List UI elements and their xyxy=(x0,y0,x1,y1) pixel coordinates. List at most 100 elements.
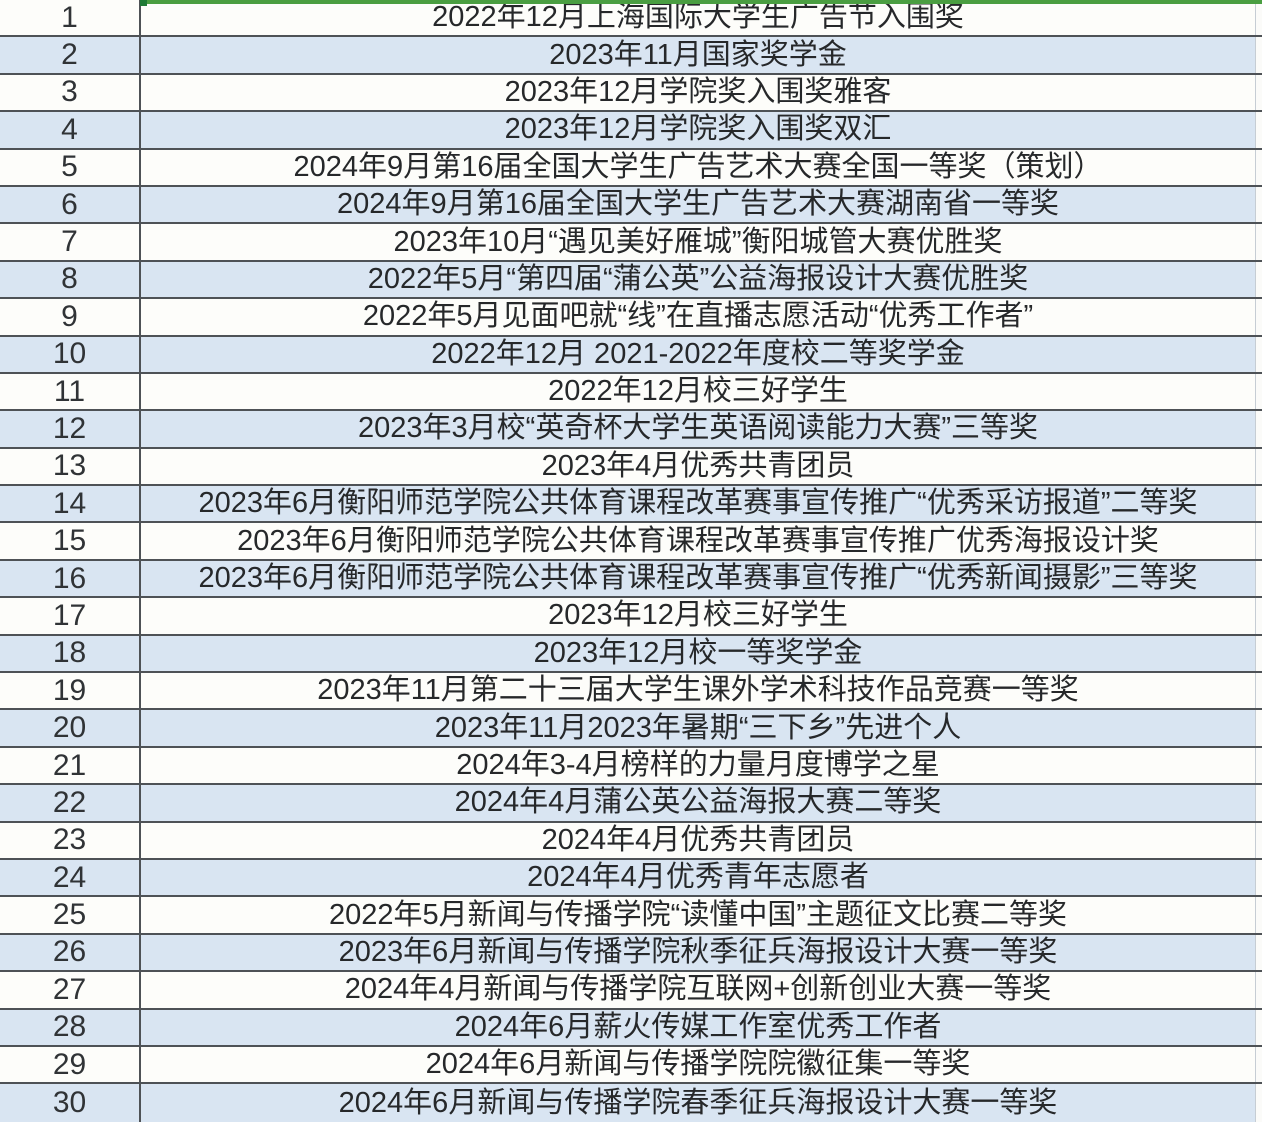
adjacent-column-edge[interactable] xyxy=(1255,299,1262,335)
adjacent-column-edge[interactable] xyxy=(1255,859,1262,896)
award-cell[interactable]: 2024年9月第16届全国大学生广告艺术大赛湖南省一等奖 xyxy=(337,188,1059,221)
row-number-cell[interactable]: 20 xyxy=(0,710,141,746)
table-row: 6 2024年9月第16届全国大学生广告艺术大赛湖南省一等奖 xyxy=(0,186,1262,225)
row-number-cell[interactable]: 8 xyxy=(0,261,141,298)
adjacent-column-edge[interactable] xyxy=(1255,635,1262,672)
adjacent-column-edge[interactable] xyxy=(1255,186,1262,223)
award-cell[interactable]: 2023年3月校“英奇杯大学生英语阅读能力大赛”三等奖 xyxy=(358,412,1038,445)
table-row: 12 2023年3月校“英奇杯大学生英语阅读能力大赛”三等奖 xyxy=(0,411,1262,449)
adjacent-column-edge[interactable] xyxy=(1255,598,1262,634)
row-number-cell[interactable]: 7 xyxy=(0,224,141,260)
row-number-cell[interactable]: 14 xyxy=(0,486,141,522)
adjacent-column-edge[interactable] xyxy=(1255,37,1262,73)
adjacent-column-edge[interactable] xyxy=(1255,523,1262,559)
adjacent-column-edge[interactable] xyxy=(1255,934,1262,971)
award-cell[interactable]: 2023年12月学院奖入围奖双汇 xyxy=(504,113,892,146)
row-number-cell[interactable]: 11 xyxy=(0,373,141,410)
award-cell[interactable]: 2024年6月新闻与传播学院春季征兵海报设计大赛一等奖 xyxy=(338,1086,1058,1119)
row-number-cell[interactable]: 23 xyxy=(0,822,141,858)
table-row: 13 2023年4月优秀共青团员 xyxy=(0,448,1262,487)
adjacent-column-edge[interactable] xyxy=(1255,1046,1262,1083)
award-cell[interactable]: 2023年10月“遇见美好雁城”衡阳城管大赛优胜奖 xyxy=(393,225,1003,258)
award-cell[interactable]: 2022年12月校三好学生 xyxy=(548,375,848,408)
award-cell[interactable]: 2023年6月新闻与传播学院秋季征兵海报设计大赛一等奖 xyxy=(338,935,1058,968)
row-number-cell[interactable]: 29 xyxy=(0,1046,141,1083)
row-number-cell[interactable]: 17 xyxy=(0,598,141,634)
adjacent-column-edge[interactable] xyxy=(1255,710,1262,746)
award-cell[interactable]: 2024年6月新闻与传播学院院徽征集一等奖 xyxy=(425,1048,971,1081)
award-cell[interactable]: 2022年12月 2021-2022年度校二等奖学金 xyxy=(431,337,965,370)
adjacent-column-edge[interactable] xyxy=(1255,747,1262,784)
adjacent-column-edge[interactable] xyxy=(1255,448,1262,485)
award-cell[interactable]: 2023年11月国家奖学金 xyxy=(549,38,847,71)
award-cell[interactable]: 2023年11月第二十三届大学生课外学术科技作品竞赛一等奖 xyxy=(317,674,1079,707)
row-number-cell[interactable]: 12 xyxy=(0,411,141,447)
row-number-cell[interactable]: 26 xyxy=(0,934,141,971)
adjacent-column-edge[interactable] xyxy=(1255,261,1262,298)
award-cell[interactable]: 2022年5月见面吧就“线”在直播志愿活动“优秀工作者” xyxy=(362,300,1034,333)
adjacent-column-edge[interactable] xyxy=(1255,822,1262,858)
row-number-cell[interactable]: 4 xyxy=(0,112,141,148)
adjacent-column-edge[interactable] xyxy=(1255,972,1262,1008)
row-number-cell[interactable]: 10 xyxy=(0,336,141,372)
award-cell[interactable]: 2024年4月蒲公英公益海报大赛二等奖 xyxy=(454,786,942,819)
adjacent-column-edge[interactable] xyxy=(1255,373,1262,410)
adjacent-column-edge[interactable] xyxy=(1255,560,1262,597)
row-number-cell[interactable]: 5 xyxy=(0,149,141,185)
award-cell[interactable]: 2023年12月校三好学生 xyxy=(548,599,848,632)
row-number-cell[interactable]: 30 xyxy=(0,1084,141,1122)
award-cell[interactable]: 2023年12月校一等奖学金 xyxy=(533,636,863,669)
award-cell[interactable]: 2023年6月衡阳师范学院公共体育课程改革赛事宣传推广“优秀采访报道”二等奖 xyxy=(198,487,1198,520)
adjacent-column-edge[interactable] xyxy=(1255,673,1262,709)
award-cell[interactable]: 2024年4月新闻与传播学院互联网+创新创业大赛一等奖 xyxy=(344,973,1052,1006)
adjacent-column-edge[interactable] xyxy=(1255,486,1262,522)
row-number-cell[interactable]: 1 xyxy=(0,0,141,36)
award-cell[interactable]: 2024年4月优秀青年志愿者 xyxy=(527,861,869,894)
adjacent-column-edge[interactable] xyxy=(1255,411,1262,447)
award-cell[interactable]: 2023年6月衡阳师范学院公共体育课程改革赛事宣传推广“优秀新闻摄影”三等奖 xyxy=(198,562,1198,595)
row-number-cell[interactable]: 13 xyxy=(0,448,141,485)
row-number-cell[interactable]: 28 xyxy=(0,1009,141,1045)
award-cell[interactable]: 2024年6月薪火传媒工作室优秀工作者 xyxy=(454,1010,942,1043)
adjacent-column-edge[interactable] xyxy=(1255,112,1262,148)
adjacent-column-edge[interactable] xyxy=(1255,0,1262,36)
row-number-cell[interactable]: 27 xyxy=(0,972,141,1008)
row-number-cell[interactable]: 25 xyxy=(0,897,141,933)
table-row: 27 2024年4月新闻与传播学院互联网+创新创业大赛一等奖 xyxy=(0,972,1262,1010)
row-number-cell[interactable]: 6 xyxy=(0,186,141,223)
award-cell[interactable]: 2023年6月衡阳师范学院公共体育课程改革赛事宣传推广优秀海报设计奖 xyxy=(237,524,1159,557)
row-number-cell[interactable]: 15 xyxy=(0,523,141,559)
adjacent-column-edge[interactable] xyxy=(1255,224,1262,260)
row-number-cell[interactable]: 9 xyxy=(0,299,141,335)
row-number-cell[interactable]: 2 xyxy=(0,37,141,73)
row-number-cell[interactable]: 24 xyxy=(0,859,141,896)
table-row: 3 2023年12月学院奖入围奖雅客 xyxy=(0,74,1262,113)
adjacent-column-edge[interactable] xyxy=(1255,336,1262,372)
row-number-cell[interactable]: 3 xyxy=(0,74,141,111)
adjacent-column-edge[interactable] xyxy=(1255,149,1262,185)
row-number-cell[interactable]: 22 xyxy=(0,785,141,821)
adjacent-column-edge[interactable] xyxy=(1255,785,1262,821)
table-row: 16 2023年6月衡阳师范学院公共体育课程改革赛事宣传推广“优秀新闻摄影”三等… xyxy=(0,560,1262,599)
award-cell[interactable]: 2024年9月第16届全国大学生广告艺术大赛全国一等奖（策划） xyxy=(293,150,1103,183)
award-cell[interactable]: 2022年12月上海国际大学生广告节入围奖 xyxy=(432,1,964,34)
adjacent-column-edge[interactable] xyxy=(1255,1084,1262,1122)
table-row: 2 2023年11月国家奖学金 xyxy=(0,37,1262,75)
table-row: 25 2022年5月新闻与传播学院“读懂中国”主题征文比赛二等奖 xyxy=(0,897,1262,935)
row-number-cell[interactable]: 16 xyxy=(0,560,141,597)
award-cell[interactable]: 2024年4月优秀共青团员 xyxy=(541,823,855,856)
award-cell[interactable]: 2022年5月新闻与传播学院“读懂中国”主题征文比赛二等奖 xyxy=(329,898,1067,931)
table-row: 5 2024年9月第16届全国大学生广告艺术大赛全国一等奖（策划） xyxy=(0,149,1262,187)
row-number-cell[interactable]: 21 xyxy=(0,747,141,784)
award-cell[interactable]: 2023年4月优秀共青团员 xyxy=(541,449,855,482)
row-number-cell[interactable]: 19 xyxy=(0,673,141,709)
award-cell[interactable]: 2022年5月“第四届“蒲公英”公益海报设计大赛优胜奖 xyxy=(367,262,1029,295)
adjacent-column-edge[interactable] xyxy=(1255,897,1262,933)
row-number-cell[interactable]: 18 xyxy=(0,635,141,672)
award-cell[interactable]: 2023年12月学院奖入围奖雅客 xyxy=(504,75,892,108)
adjacent-column-edge[interactable] xyxy=(1255,74,1262,111)
award-cell[interactable]: 2023年11月2023年暑期“三下乡”先进个人 xyxy=(434,711,962,744)
award-cell[interactable]: 2024年3-4月榜样的力量月度博学之星 xyxy=(456,749,940,781)
adjacent-column-edge[interactable] xyxy=(1255,1009,1262,1045)
